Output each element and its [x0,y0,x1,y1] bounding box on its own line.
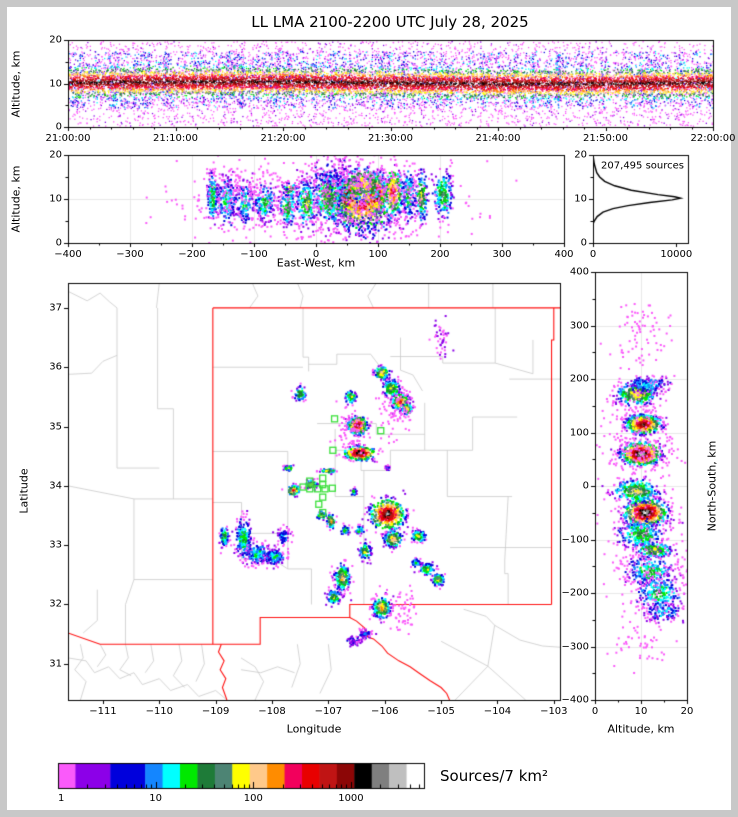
ew-panel-ylabel: Altitude, km [9,165,23,233]
tick-label: −400 [54,249,82,260]
figure-title: LL LMA 2100-2200 UTC July 28, 2025 [251,13,529,31]
tick-label: −100 [561,534,589,545]
tick-label: −111 [89,706,117,717]
tick-label: 100 [569,427,589,438]
tick-label: 21:10:00 [153,133,198,144]
tick-label: 33 [49,539,62,551]
ew-panel-xlabel: East-West, km [276,256,356,270]
tick-label: 100 [243,793,263,804]
tick-label: 0 [55,237,62,249]
tick-label: 21:30:00 [368,133,413,144]
tick-label: −104 [483,706,512,717]
tick-label: 10000 [660,249,693,260]
tick-label: 10 [49,78,62,89]
tick-label: 400 [554,249,574,260]
tick-label: 21:40:00 [475,133,521,144]
tick-label: 21:00:00 [45,133,91,144]
ns-panel-xlabel: Altitude, km [607,722,675,736]
ns-panel-ylabel: North-South, km [705,440,719,532]
tick-label: 1 [58,793,65,804]
tick-label: 35 [49,421,62,433]
tick-label: −400 [561,694,589,706]
tick-label: −106 [370,706,399,717]
map-ylabel: Latitude [17,468,31,514]
tick-label: 20 [574,149,587,161]
map-xlabel: Longitude [286,722,342,736]
tick-label: −103 [540,706,568,717]
tick-label: −107 [314,706,343,717]
tick-label: −300 [561,641,589,652]
tick-label: 10 [574,193,587,205]
tick-label: −108 [258,706,286,717]
colorbar-label: Sources/7 km² [440,767,549,785]
tick-label: 10 [49,193,62,205]
tick-label: 21:20:00 [260,133,306,144]
tick-label: 32 [49,598,62,610]
tick-label: 200 [569,373,589,385]
tick-label: 36 [49,361,62,373]
tick-label: −105 [427,706,455,717]
tick-label: 0 [591,706,599,717]
tick-label: 10 [634,706,648,717]
tick-label: −200 [178,249,206,260]
tick-label: 0 [55,121,62,133]
tick-label: −300 [116,249,144,260]
tick-label: 100 [368,249,388,260]
tick-label: 300 [492,249,512,260]
tick-label: 0 [312,249,320,260]
tick-label: 20 [49,149,62,161]
tick-label: 0 [589,249,597,260]
tick-label: 200 [430,249,450,260]
tick-label: 21:50:00 [583,133,628,144]
tick-label: 1000 [338,793,364,804]
tick-label: 0 [582,480,589,492]
tick-label: 10 [149,793,163,804]
tick-label: 400 [569,266,589,278]
tick-label: 20 [680,706,694,717]
tick-label: 37 [49,302,62,314]
time-panel-ylabel: Altitude, km [9,50,23,118]
source-count-annotation: 207,495 sources [601,160,684,172]
tick-label: −200 [561,587,589,599]
tick-label: −100 [240,249,268,260]
tick-label: 31 [49,658,62,670]
tick-label: 20 [49,34,62,46]
tick-label: 300 [569,320,589,331]
tick-label: −110 [145,706,174,717]
tick-label: 22:00:00 [690,133,736,144]
tick-label: 0 [580,237,587,249]
tick-label: −109 [201,706,230,717]
tick-label: 34 [49,480,62,492]
